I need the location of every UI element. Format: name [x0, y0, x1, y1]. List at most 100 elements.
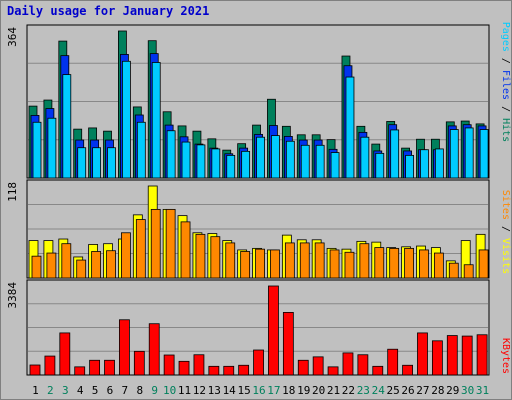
legend-pages: Pages: [500, 22, 511, 52]
bar-kbytes: [104, 359, 115, 376]
y-max-label-kbytes: 3384: [6, 282, 19, 309]
legend-separator: /: [500, 100, 511, 118]
x-tick-label: 24: [372, 384, 386, 397]
x-tick-label: 4: [77, 384, 84, 397]
bar-sites: [76, 259, 87, 279]
x-tick-label: 14: [223, 384, 237, 397]
bar-pages: [271, 135, 280, 179]
bar-pages: [464, 127, 474, 179]
bar-kbytes: [148, 323, 160, 376]
x-tick-label: 21: [327, 384, 340, 397]
bar-kbytes: [476, 334, 488, 376]
bar-sites: [270, 249, 280, 279]
bar-kbytes: [372, 365, 384, 376]
x-tick-label: 30: [461, 384, 474, 397]
bar-pages: [345, 76, 355, 179]
bar-kbytes: [327, 366, 339, 376]
bar-kbytes: [297, 359, 309, 376]
bar-sites: [210, 236, 221, 279]
bar-sites: [121, 232, 131, 279]
bar-kbytes: [163, 354, 175, 376]
bar-pages: [122, 60, 131, 179]
bar-sites: [344, 251, 355, 279]
bar-sites: [46, 252, 57, 279]
bar-kbytes: [461, 335, 473, 376]
bar-pages: [181, 141, 191, 179]
bar-pages: [151, 62, 161, 179]
x-tick-label: 29: [446, 384, 459, 397]
bar-kbytes: [268, 285, 279, 376]
legend-panel-1: Pages / Files / Hits: [500, 22, 511, 142]
bar-kbytes: [238, 364, 250, 376]
bar-kbytes: [402, 364, 413, 376]
x-tick-label: 8: [136, 384, 143, 397]
x-tick-label: 28: [431, 384, 444, 397]
x-tick-label: 27: [416, 384, 429, 397]
bar-pages: [300, 144, 310, 179]
legend-files: Files: [500, 70, 511, 100]
legend-panel-2: Sites / Visits: [500, 190, 511, 274]
bar-pages: [62, 74, 72, 179]
bar-kbytes: [193, 354, 205, 376]
bar-kbytes: [387, 348, 399, 376]
bar-kbytes: [253, 349, 264, 376]
bar-kbytes: [59, 332, 71, 376]
bar-pages: [77, 147, 87, 179]
x-tick-label: 23: [357, 384, 370, 397]
bar-pages: [390, 129, 400, 179]
bar-sites: [314, 242, 325, 279]
bar-sites: [374, 247, 385, 279]
x-tick-label: 7: [122, 384, 129, 397]
bar-sites: [299, 242, 310, 279]
y-max-label-hits: 364: [6, 27, 19, 47]
bar-sites: [61, 243, 72, 279]
x-tick-label: 12: [193, 384, 206, 397]
bar-sites: [404, 247, 414, 279]
legend-hits: Hits: [500, 118, 511, 142]
bar-pages: [256, 136, 265, 179]
bar-pages: [315, 144, 325, 179]
bar-pages: [375, 152, 385, 179]
bar-pages: [420, 149, 429, 179]
bar-sites: [180, 221, 191, 279]
legend-separator: /: [500, 220, 511, 238]
legend-visits: Visits: [500, 238, 511, 274]
bar-pages: [226, 154, 236, 179]
bar-sites: [255, 248, 265, 279]
x-tick-label: 10: [163, 384, 176, 397]
bar-kbytes: [89, 359, 101, 376]
bar-kbytes: [431, 340, 443, 376]
x-tick-label: 20: [312, 384, 325, 397]
x-tick-label: 6: [107, 384, 114, 397]
bar-pages: [285, 140, 295, 179]
x-tick-label: 19: [297, 384, 310, 397]
bar-kbytes: [282, 312, 294, 376]
chart-title: Daily usage for January 2021: [7, 4, 210, 18]
bar-sites: [478, 249, 489, 279]
x-tick-label: 5: [92, 384, 99, 397]
bar-sites: [240, 251, 251, 279]
bar-pages: [449, 129, 459, 179]
bar-sites: [433, 252, 444, 279]
y-max-label-visits: 118: [6, 182, 19, 202]
x-tick-label: 31: [476, 384, 489, 397]
bar-sites: [225, 242, 236, 279]
x-tick-label: 11: [178, 384, 191, 397]
x-tick-label: 25: [387, 384, 400, 397]
bar-pages: [196, 144, 206, 179]
bar-kbytes: [342, 352, 354, 376]
bar-kbytes: [223, 365, 235, 376]
x-tick-label: 3: [62, 384, 69, 397]
bar-pages: [32, 121, 42, 179]
x-tick-label: 26: [401, 384, 414, 397]
bar-kbytes: [178, 360, 190, 376]
bar-kbytes: [74, 366, 86, 376]
bar-sites: [106, 250, 116, 279]
bar-sites: [91, 251, 102, 279]
bar-kbytes: [357, 354, 369, 376]
x-tick-label: 22: [342, 384, 355, 397]
bar-sites: [284, 242, 295, 279]
bar-sites: [448, 262, 459, 279]
bar-pages: [405, 154, 414, 179]
